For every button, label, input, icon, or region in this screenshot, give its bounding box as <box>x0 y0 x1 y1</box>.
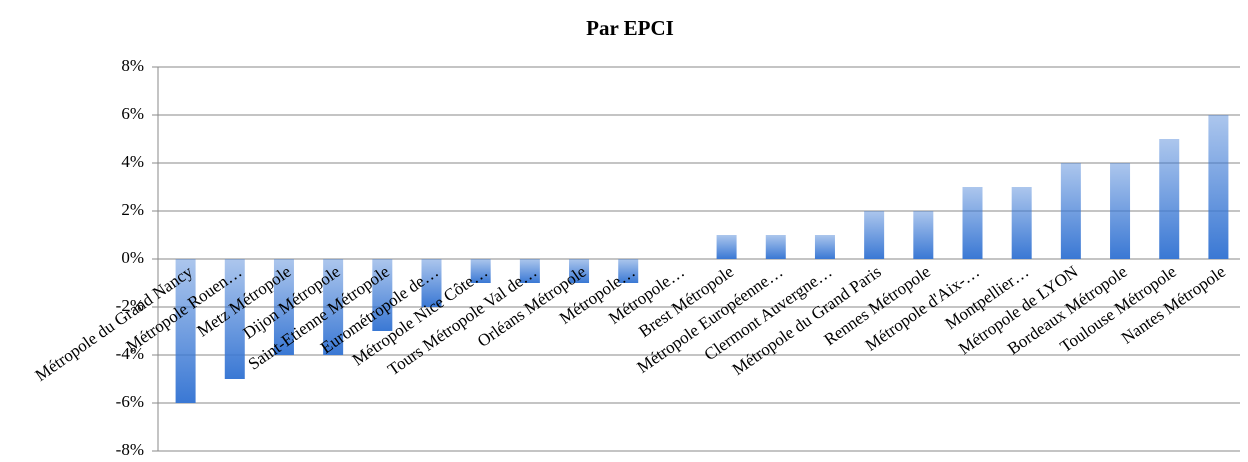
y-tick-label: -6% <box>116 392 144 411</box>
y-tick-label: 8% <box>121 56 144 75</box>
bar <box>1159 139 1180 259</box>
bar <box>618 259 639 283</box>
y-tick-label: -8% <box>116 440 144 459</box>
bar <box>1011 187 1032 259</box>
bar <box>372 259 393 331</box>
y-tick-label: 4% <box>121 152 144 171</box>
y-tick-label: -4% <box>116 344 144 363</box>
bar <box>864 211 885 259</box>
bar <box>421 259 442 307</box>
bar <box>1060 163 1081 259</box>
bar <box>814 235 835 259</box>
y-tick-label: 6% <box>121 104 144 123</box>
y-tick-label: -2% <box>116 296 144 315</box>
bar <box>962 187 983 259</box>
bar <box>1110 163 1131 259</box>
bar <box>519 259 540 283</box>
bar <box>913 211 934 259</box>
bar <box>323 259 344 355</box>
bar <box>716 235 737 259</box>
bar <box>765 235 786 259</box>
bar <box>273 259 294 355</box>
y-tick-label: 2% <box>121 200 144 219</box>
bar <box>569 259 590 283</box>
y-tick-label: 0% <box>121 248 144 267</box>
bar <box>175 259 196 403</box>
bar <box>1208 115 1229 259</box>
chart-title: Par EPCI <box>586 16 674 40</box>
bar <box>224 259 245 379</box>
bar <box>470 259 491 283</box>
